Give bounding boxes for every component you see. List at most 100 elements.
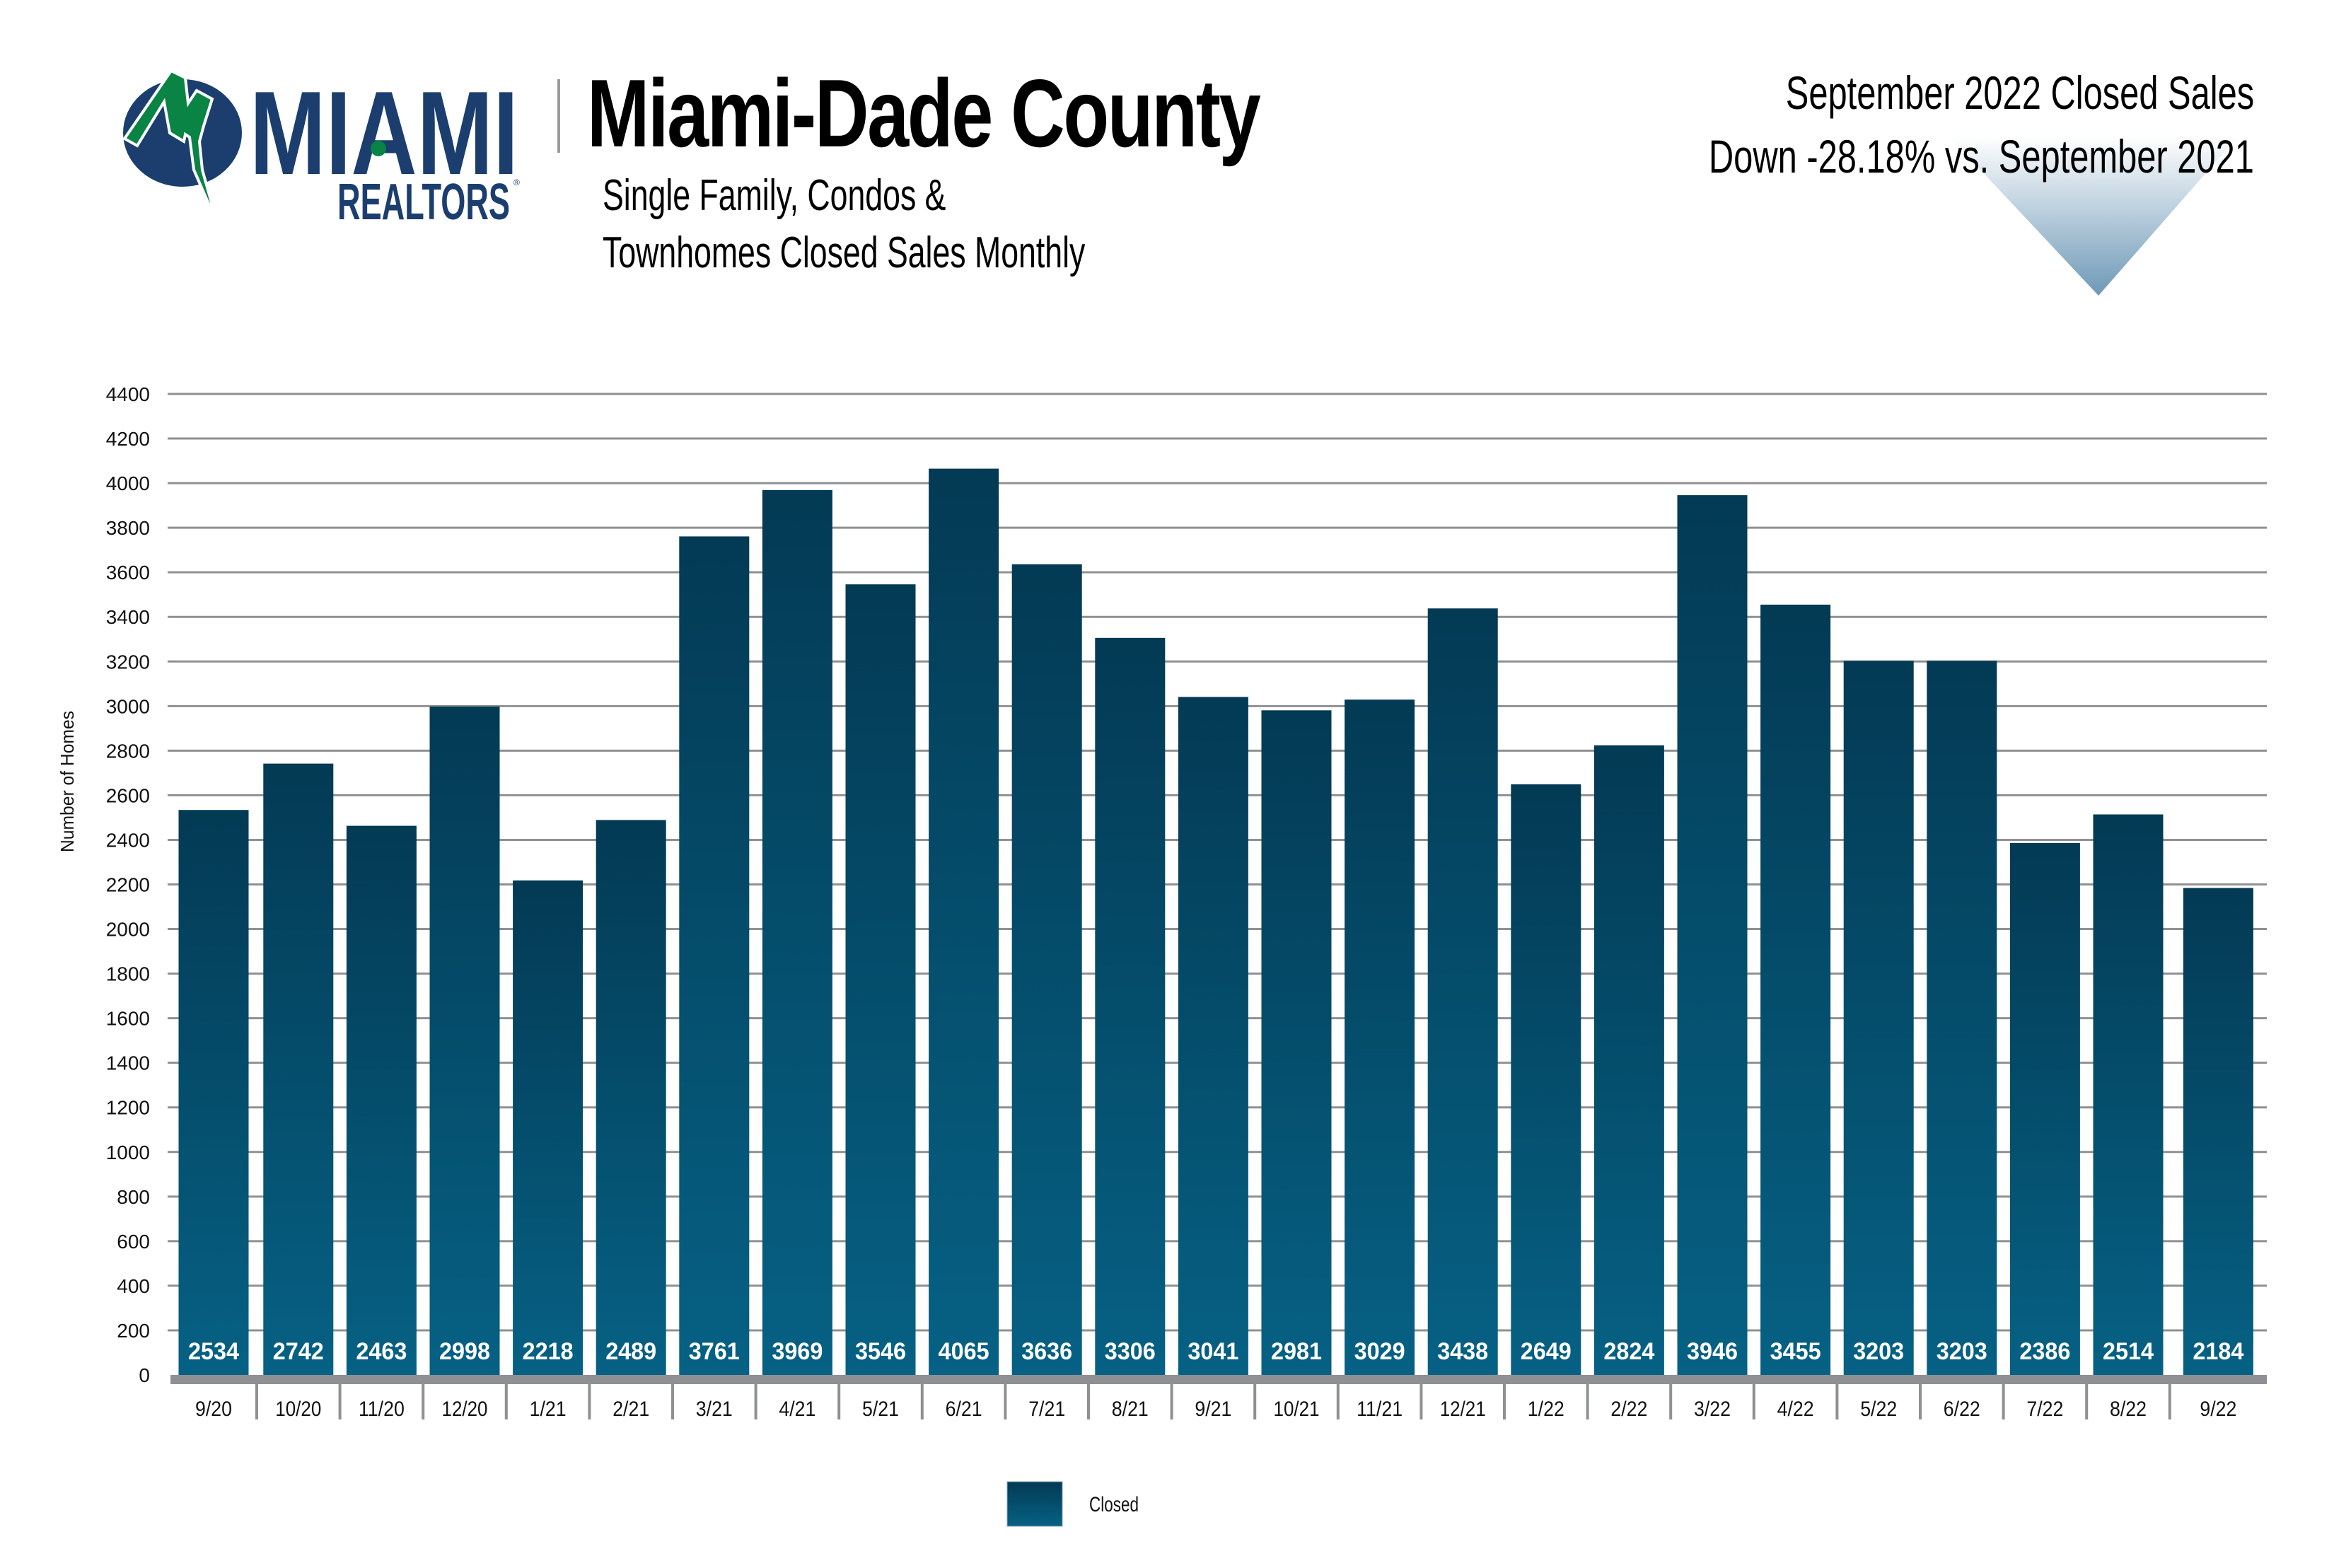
- x-tick-label: 2/21: [612, 1398, 649, 1421]
- legend-swatch-closed: [1006, 1481, 1063, 1527]
- y-tick-label: 2600: [106, 784, 150, 806]
- x-axis-separator: [920, 1384, 924, 1419]
- x-tick-label: 11/21: [1357, 1398, 1403, 1421]
- x-axis-baseline: [170, 1375, 2267, 1384]
- y-tick-label: 1600: [106, 1008, 150, 1030]
- bar-value-label: 3203: [1937, 1338, 1987, 1365]
- bar: [845, 584, 916, 1375]
- bar: [679, 536, 750, 1376]
- y-tick-label: 1000: [106, 1142, 150, 1163]
- x-axis-separator: [1419, 1384, 1423, 1419]
- x-axis-separator: [338, 1384, 342, 1419]
- x-axis-separator: [1004, 1384, 1007, 1419]
- y-tick-label: 1800: [106, 963, 150, 985]
- x-axis-separator: [1336, 1384, 1340, 1419]
- y-tick-label: 4400: [106, 383, 150, 405]
- bar: [1843, 661, 1914, 1375]
- x-tick-label: 10/21: [1274, 1398, 1320, 1421]
- x-axis-separator: [2002, 1384, 2005, 1419]
- legend: Closed: [1006, 1481, 1139, 1527]
- bar-value-label: 3029: [1354, 1338, 1405, 1365]
- bar-value-label: 3306: [1105, 1338, 1156, 1365]
- logo-brand-top: MIAMI: [250, 66, 518, 199]
- bar-value-label: 2649: [1521, 1338, 1572, 1365]
- bar-value-label: 3969: [772, 1338, 823, 1365]
- x-tick-label: 7/21: [1028, 1398, 1065, 1421]
- bar-value-label: 2742: [273, 1338, 324, 1365]
- header-divider: [557, 79, 560, 153]
- trend-triangle: [1949, 136, 2239, 296]
- x-tick-label: 8/21: [1112, 1398, 1149, 1421]
- y-tick-label: 0: [139, 1364, 150, 1386]
- summary-line-1: September 2022 Closed Sales: [1785, 66, 2254, 119]
- bar-value-label: 2184: [2193, 1338, 2243, 1365]
- y-axis-ticks: 0 200 400 600 800 1000 1200 1400 1600 1800 2000 220…: [106, 383, 150, 1386]
- x-tick-label: 12/20: [442, 1398, 488, 1421]
- logo-m-swoosh-icon: [122, 69, 225, 226]
- y-tick-label: 3400: [106, 606, 150, 628]
- bar: [1011, 564, 1082, 1375]
- bar-value-label: 4065: [939, 1338, 989, 1365]
- x-axis-separator: [2085, 1384, 2089, 1419]
- y-axis-label: Number of Homes: [57, 711, 78, 852]
- subtitle-line-1: Single Family, Condos &: [603, 171, 946, 220]
- y-tick-label: 2800: [106, 740, 150, 762]
- bar-value-label: 3438: [1437, 1338, 1488, 1365]
- bar: [2093, 814, 2164, 1375]
- x-tick-label: 4/21: [779, 1398, 815, 1421]
- bar: [263, 763, 334, 1375]
- bar-value-label: 3946: [1687, 1338, 1738, 1365]
- x-tick-label: 6/21: [946, 1398, 982, 1421]
- bar-value-label: 3546: [855, 1338, 906, 1365]
- y-tick-label: 3200: [106, 651, 150, 673]
- y-tick-label: 800: [117, 1186, 150, 1208]
- miami-realtors-logo: MIAMI REALTORS ®: [122, 66, 520, 226]
- x-axis-separator: [1253, 1384, 1257, 1419]
- x-axis-separator: [1752, 1384, 1755, 1419]
- x-tick-label: 3/22: [1694, 1398, 1731, 1421]
- x-tick-label: 9/20: [195, 1398, 232, 1421]
- y-tick-label: 3000: [106, 695, 150, 717]
- bar-value-label: 2534: [188, 1338, 239, 1365]
- bar: [1927, 661, 1997, 1375]
- x-axis-separator: [1835, 1384, 1839, 1419]
- bar-value-label: 2386: [2019, 1338, 2070, 1365]
- y-tick-label: 4000: [106, 472, 150, 494]
- page-title: Miami-Dade County: [587, 59, 1261, 167]
- bar-value-label: 2514: [2103, 1338, 2154, 1365]
- x-tick-label: 11/20: [359, 1398, 405, 1421]
- bar: [596, 820, 666, 1375]
- x-axis-separator: [671, 1384, 674, 1419]
- x-tick-label: 9/22: [2200, 1398, 2236, 1421]
- x-tick-label: 4/22: [1777, 1398, 1814, 1421]
- bar: [1345, 699, 1415, 1375]
- logo-registered-mark: ®: [513, 178, 520, 187]
- y-tick-label: 2400: [106, 829, 150, 851]
- bar: [1511, 784, 1581, 1375]
- x-tick-label: 5/21: [862, 1398, 899, 1421]
- logo-dot-icon: [371, 141, 386, 156]
- bar-value-label: 2463: [356, 1338, 407, 1365]
- x-axis-separator: [1087, 1384, 1090, 1419]
- y-tick-label: 2200: [106, 874, 150, 896]
- x-tick-label: 10/20: [275, 1398, 321, 1421]
- x-axis-separator: [837, 1384, 841, 1419]
- bar-value-label: 2981: [1271, 1338, 1322, 1365]
- y-tick-label: 3800: [106, 517, 150, 539]
- bar: [1095, 637, 1166, 1375]
- x-axis-separator: [255, 1384, 258, 1419]
- bar: [2009, 842, 2080, 1375]
- y-tick-label: 600: [117, 1231, 150, 1253]
- x-axis-separator: [1919, 1384, 1922, 1419]
- x-tick-label: 3/21: [696, 1398, 733, 1421]
- x-tick-label: 9/21: [1195, 1398, 1231, 1421]
- bar: [762, 489, 832, 1375]
- bar: [1677, 495, 1748, 1375]
- x-tick-label: 1/21: [530, 1398, 567, 1421]
- bar: [1427, 608, 1498, 1375]
- x-tick-label: 8/22: [2110, 1398, 2147, 1421]
- x-axis-separator: [1503, 1384, 1506, 1419]
- bar: [1178, 697, 1248, 1375]
- x-axis-ticks: 9/20 10/20 11/20 12/20 1/21 2/21 3/21 4/21 5/21 6…: [195, 1398, 2236, 1421]
